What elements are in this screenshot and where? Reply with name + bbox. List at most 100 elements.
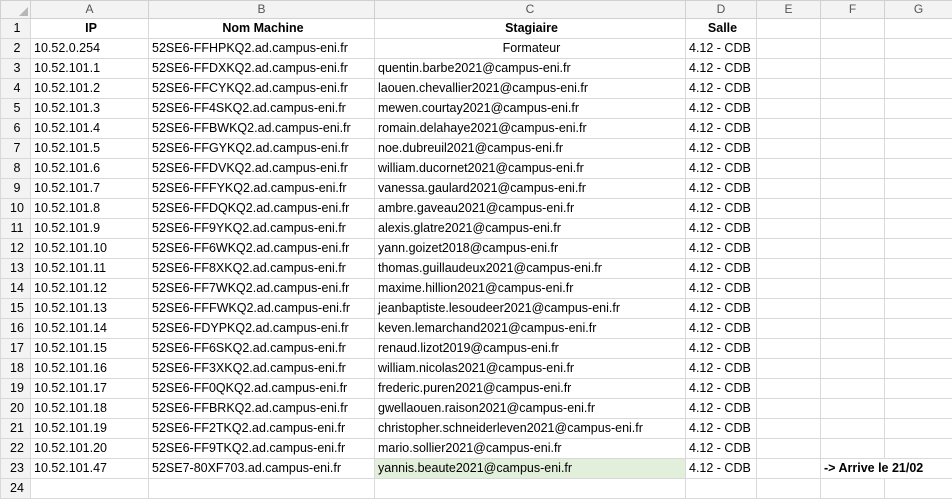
cell-ip[interactable]: 10.52.101.9 bbox=[31, 219, 149, 239]
cell-empty[interactable] bbox=[375, 479, 686, 499]
header-room[interactable]: Salle bbox=[686, 19, 757, 39]
cell-trainee[interactable]: mewen.courtay2021@campus-eni.fr bbox=[375, 99, 686, 119]
cell-machine[interactable]: 52SE6-FFBWKQ2.ad.campus-eni.fr bbox=[149, 119, 375, 139]
cell-room[interactable]: 4.12 - CDB bbox=[686, 419, 757, 439]
cell-empty[interactable] bbox=[821, 399, 885, 419]
cell-empty[interactable] bbox=[757, 159, 821, 179]
cell-ip[interactable]: 10.52.101.8 bbox=[31, 199, 149, 219]
cell-empty[interactable] bbox=[821, 379, 885, 399]
row-number[interactable]: 10 bbox=[1, 199, 31, 219]
cell-room[interactable]: 4.12 - CDB bbox=[686, 339, 757, 359]
cell-empty[interactable] bbox=[821, 19, 885, 39]
cell-empty[interactable] bbox=[885, 439, 952, 459]
cell-empty[interactable] bbox=[885, 99, 952, 119]
cell-trainee[interactable]: alexis.glatre2021@campus-eni.fr bbox=[375, 219, 686, 239]
cell-trainee[interactable]: Formateur bbox=[375, 39, 686, 59]
row-number[interactable]: 11 bbox=[1, 219, 31, 239]
row-number[interactable]: 19 bbox=[1, 379, 31, 399]
cell-room[interactable]: 4.12 - CDB bbox=[686, 59, 757, 79]
cell-empty[interactable] bbox=[885, 279, 952, 299]
row-number[interactable]: 5 bbox=[1, 99, 31, 119]
cell-room[interactable]: 4.12 - CDB bbox=[686, 119, 757, 139]
column-header-g[interactable]: G bbox=[885, 1, 952, 19]
cell-trainee[interactable]: keven.lemarchand2021@campus-eni.fr bbox=[375, 319, 686, 339]
cell-room[interactable]: 4.12 - CDB bbox=[686, 159, 757, 179]
cell-empty[interactable] bbox=[885, 419, 952, 439]
cell-empty[interactable] bbox=[885, 359, 952, 379]
row-number[interactable]: 3 bbox=[1, 59, 31, 79]
cell-empty[interactable] bbox=[821, 279, 885, 299]
cell-empty[interactable] bbox=[821, 99, 885, 119]
cell-machine[interactable]: 52SE6-FFDQKQ2.ad.campus-eni.fr bbox=[149, 199, 375, 219]
cell-room[interactable]: 4.12 - CDB bbox=[686, 399, 757, 419]
cell-trainee[interactable]: renaud.lizot2019@campus-eni.fr bbox=[375, 339, 686, 359]
cell-empty[interactable] bbox=[757, 259, 821, 279]
cell-empty[interactable] bbox=[885, 59, 952, 79]
cell-empty[interactable] bbox=[821, 439, 885, 459]
cell-empty[interactable] bbox=[821, 339, 885, 359]
cell-machine[interactable]: 52SE6-FF2TKQ2.ad.campus-eni.fr bbox=[149, 419, 375, 439]
row-number[interactable]: 20 bbox=[1, 399, 31, 419]
row-number[interactable]: 12 bbox=[1, 239, 31, 259]
cell-empty[interactable] bbox=[757, 239, 821, 259]
cell-machine[interactable]: 52SE7-80XF703.ad.campus-eni.fr bbox=[149, 459, 375, 479]
cell-empty[interactable] bbox=[885, 219, 952, 239]
cell-empty[interactable] bbox=[757, 479, 821, 499]
cell-empty[interactable] bbox=[757, 379, 821, 399]
cell-empty[interactable] bbox=[757, 99, 821, 119]
cell-empty[interactable] bbox=[821, 259, 885, 279]
cell-room[interactable]: 4.12 - CDB bbox=[686, 199, 757, 219]
cell-empty[interactable] bbox=[821, 139, 885, 159]
select-all-corner[interactable] bbox=[1, 1, 31, 19]
cell-empty[interactable] bbox=[885, 39, 952, 59]
cell-machine[interactable]: 52SE6-FFFYKQ2.ad.campus-eni.fr bbox=[149, 179, 375, 199]
cell-empty[interactable] bbox=[821, 59, 885, 79]
cell-empty[interactable] bbox=[821, 319, 885, 339]
cell-empty[interactable] bbox=[757, 279, 821, 299]
cell-trainee[interactable]: noe.dubreuil2021@campus-eni.fr bbox=[375, 139, 686, 159]
cell-empty[interactable] bbox=[821, 299, 885, 319]
cell-empty[interactable] bbox=[757, 399, 821, 419]
cell-empty[interactable] bbox=[757, 459, 821, 479]
cell-trainee[interactable]: christopher.schneiderleven2021@campus-en… bbox=[375, 419, 686, 439]
cell-trainee[interactable]: jeanbaptiste.lesoudeer2021@campus-eni.fr bbox=[375, 299, 686, 319]
row-number[interactable]: 15 bbox=[1, 299, 31, 319]
cell-empty[interactable] bbox=[757, 59, 821, 79]
cell-machine[interactable]: 52SE6-FFGYKQ2.ad.campus-eni.fr bbox=[149, 139, 375, 159]
row-number[interactable]: 14 bbox=[1, 279, 31, 299]
cell-room[interactable]: 4.12 - CDB bbox=[686, 379, 757, 399]
cell-trainee[interactable]: laouen.chevallier2021@campus-eni.fr bbox=[375, 79, 686, 99]
cell-ip[interactable]: 10.52.101.19 bbox=[31, 419, 149, 439]
cell-machine[interactable]: 52SE6-FFFWKQ2.ad.campus-eni.fr bbox=[149, 299, 375, 319]
cell-empty[interactable] bbox=[821, 179, 885, 199]
cell-trainee[interactable]: maxime.hillion2021@campus-eni.fr bbox=[375, 279, 686, 299]
row-number[interactable]: 9 bbox=[1, 179, 31, 199]
cell-empty[interactable] bbox=[885, 19, 952, 39]
cell-empty[interactable] bbox=[31, 479, 149, 499]
cell-empty[interactable] bbox=[885, 179, 952, 199]
row-number[interactable]: 17 bbox=[1, 339, 31, 359]
cell-ip[interactable]: 10.52.101.10 bbox=[31, 239, 149, 259]
cell-empty[interactable] bbox=[757, 299, 821, 319]
row-number[interactable]: 8 bbox=[1, 159, 31, 179]
cell-empty[interactable] bbox=[885, 119, 952, 139]
cell-machine[interactable]: 52SE6-FFDVKQ2.ad.campus-eni.fr bbox=[149, 159, 375, 179]
cell-ip[interactable]: 10.52.0.254 bbox=[31, 39, 149, 59]
cell-empty[interactable] bbox=[885, 199, 952, 219]
cell-ip[interactable]: 10.52.101.12 bbox=[31, 279, 149, 299]
cell-ip[interactable]: 10.52.101.47 bbox=[31, 459, 149, 479]
cell-ip[interactable]: 10.52.101.16 bbox=[31, 359, 149, 379]
cell-machine[interactable]: 52SE6-FF8XKQ2.ad.campus-eni.fr bbox=[149, 259, 375, 279]
cell-room[interactable]: 4.12 - CDB bbox=[686, 359, 757, 379]
cell-empty[interactable] bbox=[821, 39, 885, 59]
cell-machine[interactable]: 52SE6-FFCYKQ2.ad.campus-eni.fr bbox=[149, 79, 375, 99]
cell-empty[interactable] bbox=[757, 419, 821, 439]
cell-machine[interactable]: 52SE6-FFHPKQ2.ad.campus-eni.fr bbox=[149, 39, 375, 59]
cell-empty[interactable] bbox=[757, 199, 821, 219]
cell-empty[interactable] bbox=[885, 399, 952, 419]
cell-ip[interactable]: 10.52.101.2 bbox=[31, 79, 149, 99]
cell-trainee[interactable]: vanessa.gaulard2021@campus-eni.fr bbox=[375, 179, 686, 199]
cell-empty[interactable] bbox=[885, 159, 952, 179]
column-header-d[interactable]: D bbox=[686, 1, 757, 19]
cell-empty[interactable] bbox=[885, 259, 952, 279]
